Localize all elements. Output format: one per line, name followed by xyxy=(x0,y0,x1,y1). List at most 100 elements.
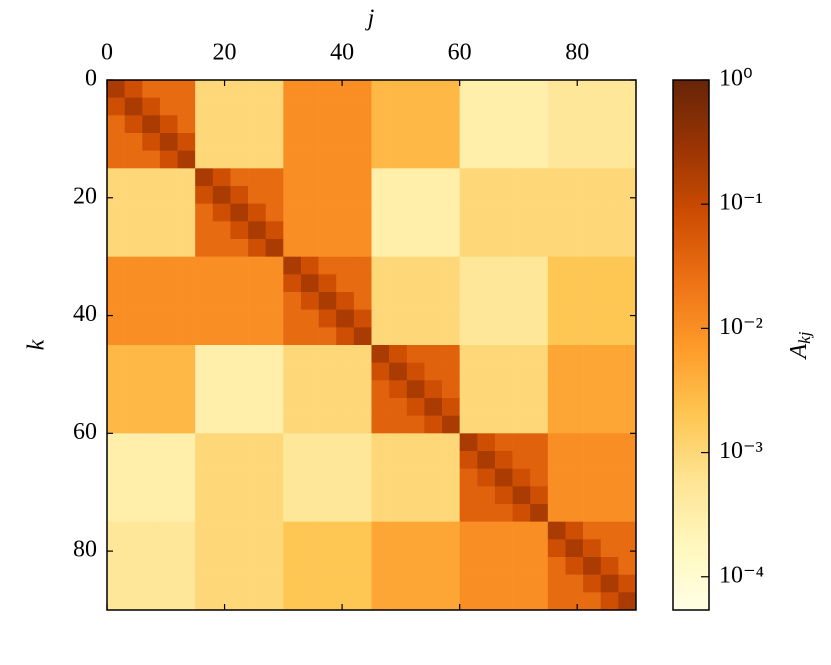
heatmap-cell xyxy=(159,80,178,98)
heatmap-cell xyxy=(212,362,231,381)
heatmap-cell xyxy=(195,115,214,134)
heatmap-cell xyxy=(265,133,284,151)
heatmap-cell xyxy=(177,592,196,611)
heatmap-cell xyxy=(406,239,425,257)
heatmap-cell xyxy=(159,97,178,116)
heatmap-cell xyxy=(477,327,496,346)
heatmap-cell xyxy=(300,221,319,240)
heatmap-cell xyxy=(230,256,249,275)
heatmap-cell xyxy=(248,256,266,275)
heatmap-cell xyxy=(248,97,266,116)
heatmap-cell xyxy=(124,468,143,487)
heatmap-cell xyxy=(248,309,266,328)
heatmap-cell xyxy=(477,468,496,487)
heatmap-cell xyxy=(406,274,425,293)
heatmap-cell xyxy=(565,504,584,522)
heatmap-cell xyxy=(547,380,566,399)
heatmap-cell xyxy=(530,115,549,134)
heatmap-cell xyxy=(618,309,637,328)
heatmap-cell xyxy=(459,274,478,293)
heatmap-cell xyxy=(353,292,372,310)
heatmap-cell xyxy=(477,239,496,257)
heatmap-cell xyxy=(530,539,549,558)
heatmap-cell xyxy=(494,433,513,452)
heatmap-cell xyxy=(459,168,478,187)
heatmap-cell xyxy=(494,221,513,240)
heatmap-cell xyxy=(494,521,513,540)
heatmap-cell xyxy=(212,504,231,522)
heatmap-cell xyxy=(107,433,125,452)
heatmap-cell xyxy=(195,415,214,434)
heatmap-cell xyxy=(142,504,161,522)
heatmap-cell xyxy=(618,539,637,558)
heatmap-cell xyxy=(212,539,231,558)
heatmap-cell xyxy=(283,80,302,98)
heatmap-cell xyxy=(547,362,566,381)
heatmap-cell xyxy=(177,415,196,434)
heatmap-cell xyxy=(195,239,214,257)
heatmap-cell xyxy=(353,115,372,134)
heatmap-cell xyxy=(212,433,231,452)
heatmap-cell xyxy=(600,433,619,452)
heatmap-cell xyxy=(195,468,214,487)
heatmap-cell xyxy=(389,274,408,293)
heatmap-cell xyxy=(230,221,249,240)
heatmap-cell xyxy=(265,468,284,487)
heatmap-cell xyxy=(318,80,337,98)
heatmap-cell xyxy=(494,539,513,558)
heatmap-cell xyxy=(494,292,513,310)
heatmap-cell xyxy=(248,451,266,469)
heatmap-cell xyxy=(283,539,302,558)
heatmap-cell xyxy=(442,168,460,187)
heatmap-cell xyxy=(424,186,443,204)
heatmap-cell xyxy=(494,574,513,593)
heatmap-cell xyxy=(283,415,302,434)
heatmap-cell xyxy=(318,362,337,381)
heatmap-cell xyxy=(618,256,637,275)
heatmap-cell xyxy=(389,292,408,310)
heatmap-cell xyxy=(318,133,337,151)
heatmap-cell xyxy=(336,468,355,487)
heatmap-cell xyxy=(406,468,425,487)
heatmap-cell xyxy=(442,486,460,505)
heatmap-cell xyxy=(212,592,231,611)
y-axis-label: k xyxy=(24,339,50,350)
heatmap-cell xyxy=(494,256,513,275)
heatmap-cell xyxy=(583,504,602,522)
heatmap-cell xyxy=(177,168,196,187)
heatmap-cell xyxy=(265,433,284,452)
heatmap-cell xyxy=(353,574,372,593)
heatmap-cell xyxy=(177,97,196,116)
heatmap-cell xyxy=(494,274,513,293)
heatmap-cell xyxy=(212,574,231,593)
colorbar-label: Akj xyxy=(786,331,814,360)
heatmap-cell xyxy=(442,309,460,328)
heatmap-cell xyxy=(371,292,390,310)
heatmap-cell xyxy=(459,221,478,240)
heatmap-cell xyxy=(530,256,549,275)
heatmap-cell xyxy=(494,486,513,505)
heatmap-cell xyxy=(389,115,408,134)
heatmap-cell xyxy=(530,398,549,416)
heatmap-cell xyxy=(583,415,602,434)
heatmap-cell xyxy=(406,486,425,505)
x-tick-label: 20 xyxy=(213,40,237,66)
heatmap-cell xyxy=(107,221,125,240)
heatmap-cell xyxy=(124,592,143,611)
heatmap-cell xyxy=(477,221,496,240)
heatmap-cell xyxy=(371,115,390,134)
x-tick-label: 80 xyxy=(565,40,589,66)
heatmap-cell xyxy=(230,504,249,522)
heatmap-cell xyxy=(618,433,637,452)
heatmap-cell xyxy=(265,574,284,593)
heatmap-cell xyxy=(494,239,513,257)
heatmap-cell xyxy=(336,539,355,558)
heatmap-cell xyxy=(512,292,531,310)
heatmap-cell xyxy=(424,133,443,151)
heatmap-cell xyxy=(265,415,284,434)
heatmap-cell xyxy=(353,345,372,363)
heatmap-cell xyxy=(177,309,196,328)
heatmap-cell xyxy=(159,557,178,575)
heatmap-cell xyxy=(530,239,549,257)
